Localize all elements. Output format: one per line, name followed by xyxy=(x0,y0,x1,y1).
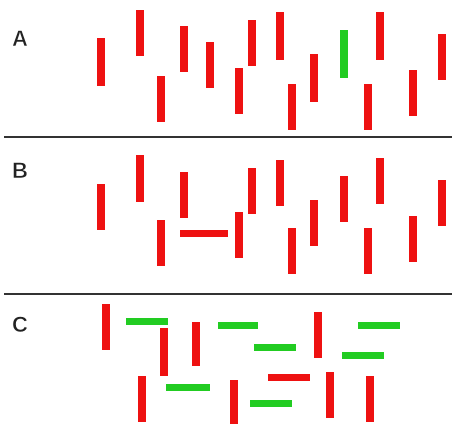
red-bar xyxy=(136,155,144,202)
red-bar xyxy=(180,172,188,218)
red-bar xyxy=(192,322,200,366)
green-bar xyxy=(254,344,296,351)
red-bar xyxy=(340,176,348,222)
red-bar xyxy=(268,374,310,381)
red-bar xyxy=(438,34,446,80)
red-bar xyxy=(364,84,372,130)
red-bar xyxy=(230,380,238,424)
red-bar xyxy=(276,12,284,60)
red-bar xyxy=(157,220,165,266)
red-bar xyxy=(102,304,110,350)
red-bar xyxy=(288,228,296,274)
red-bar xyxy=(364,228,372,274)
green-bar xyxy=(340,30,348,78)
green-bar xyxy=(342,352,384,359)
red-bar xyxy=(248,20,256,66)
red-bar xyxy=(180,26,188,72)
red-bar xyxy=(97,184,105,230)
green-bar xyxy=(250,400,292,407)
red-bar xyxy=(97,38,105,86)
red-bar xyxy=(235,68,243,114)
red-bar xyxy=(276,160,284,206)
panel-label: A xyxy=(12,26,28,51)
red-bar xyxy=(288,84,296,130)
panel-label: C xyxy=(12,312,28,337)
red-bar xyxy=(438,180,446,226)
green-bar xyxy=(358,322,400,329)
red-bar xyxy=(235,212,243,258)
red-bar xyxy=(160,328,168,376)
red-bar xyxy=(138,376,146,422)
green-bar xyxy=(126,318,168,325)
red-bar xyxy=(248,168,256,214)
red-bar xyxy=(326,372,334,418)
green-bar xyxy=(218,322,258,329)
red-bar xyxy=(376,12,384,60)
red-bar xyxy=(366,376,374,422)
red-bar xyxy=(157,76,165,122)
green-bar xyxy=(166,384,210,391)
red-bar xyxy=(314,312,322,358)
red-bar xyxy=(409,216,417,262)
red-bar xyxy=(206,42,214,88)
red-bar xyxy=(310,54,318,102)
red-bar xyxy=(136,10,144,56)
red-bar xyxy=(409,70,417,116)
red-bar xyxy=(180,230,228,237)
panel-label: B xyxy=(12,158,28,183)
red-bar xyxy=(310,200,318,246)
red-bar xyxy=(376,158,384,204)
